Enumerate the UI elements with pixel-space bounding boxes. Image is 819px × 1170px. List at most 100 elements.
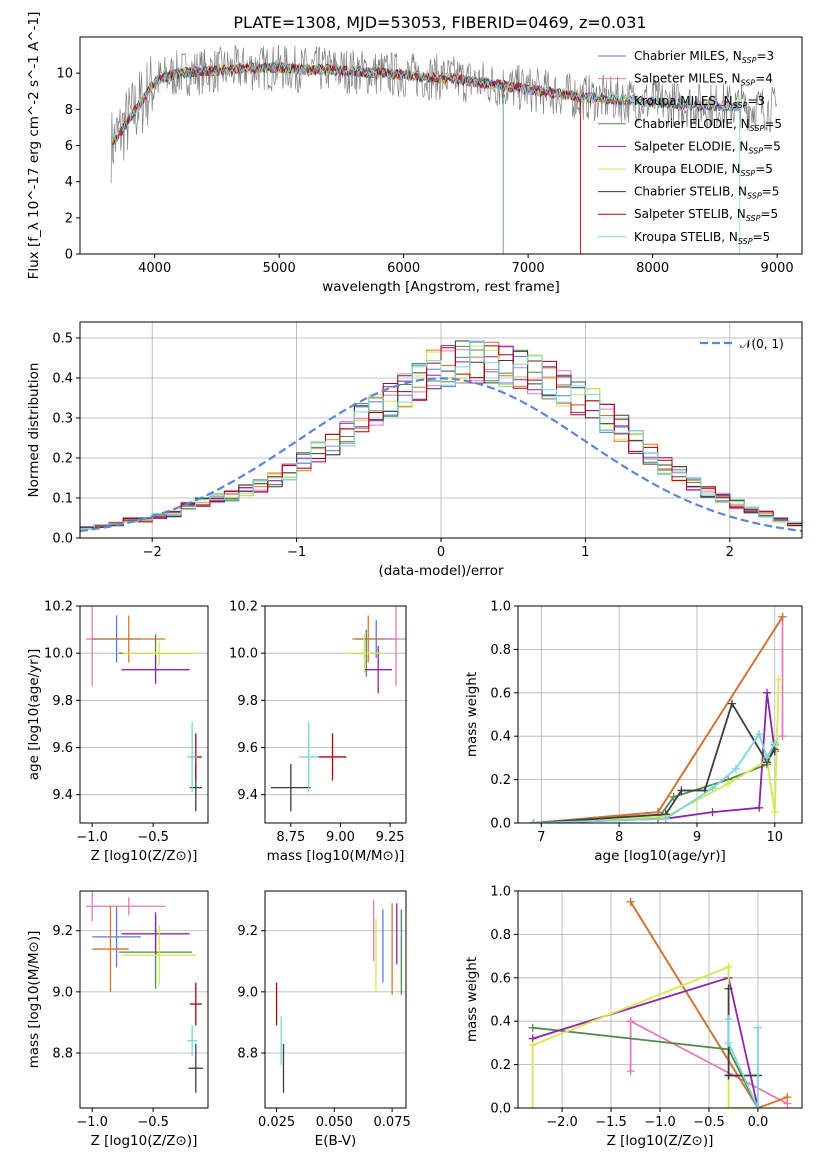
y-tick-label: 1.0 xyxy=(490,885,511,900)
legend-subscript: SSP xyxy=(741,169,756,178)
legend-value: =5 xyxy=(762,185,780,199)
panel-residuals: −2 −1 0 1 2 0.0 0.1 0.2 0.3 0.4 0.5 (data-model)/er… xyxy=(26,321,803,579)
y-tick-label: 9.0 xyxy=(237,985,258,1000)
weight-series-1 xyxy=(533,613,784,823)
y-axis-label: mass weight xyxy=(464,957,480,1042)
y-axis-label: mass [log10(M/M⊙)] xyxy=(26,931,42,1069)
legend-subscript: SSP xyxy=(750,124,765,133)
plot-content xyxy=(86,606,202,812)
y-tick-label: 9.8 xyxy=(52,694,73,709)
x-tick-label: 2 xyxy=(726,545,734,560)
point-marker xyxy=(774,675,783,684)
weight-series-6 xyxy=(727,988,758,1077)
point-marker xyxy=(770,738,779,747)
point-marker xyxy=(724,1038,733,1047)
legend-label: Salpeter STELIB, NSSP=5 xyxy=(634,207,778,223)
y-tick-label: 0.2 xyxy=(52,452,73,467)
legend-histogram: 𝒩(0, 1) xyxy=(700,337,784,351)
y-tick-label: 9.4 xyxy=(52,788,73,803)
x-tick-label: 10 xyxy=(766,830,783,845)
y-tick-label: 0.2 xyxy=(490,1058,511,1073)
weight-series-0 xyxy=(533,616,784,823)
y-tick-label: 9.6 xyxy=(237,741,258,756)
x-tick-label: −0.5 xyxy=(693,1115,725,1130)
x-tick-label: 8000 xyxy=(636,261,669,276)
legend-subscript: SSP xyxy=(747,192,762,201)
y-tick-label: 9.2 xyxy=(237,924,258,939)
legend-label: Chabrier STELIB, NSSP=5 xyxy=(634,185,779,201)
legend-label: Salpeter MILES, NSSP=4 xyxy=(634,72,773,88)
weight-series-4 xyxy=(533,692,776,823)
legend-spectrum: Chabrier MILES, NSSP=3 Salpeter MILES, NS… xyxy=(598,49,782,246)
point-marker xyxy=(724,1071,733,1080)
panel-weight-vs-Z: −2.0 −1.5 −1.0 −0.5 0.0 0.0 0.2 0.4 0.6 0.8 1.0 Z [… xyxy=(464,885,803,1149)
y-axis-label: mass weight xyxy=(464,672,480,757)
y-tick-label: 9.8 xyxy=(237,694,258,709)
weight-series-2 xyxy=(533,616,784,823)
point-marker xyxy=(753,1023,762,1032)
point-marker xyxy=(528,1104,537,1108)
point-marker xyxy=(708,784,717,793)
series-observed-spectrum xyxy=(110,44,777,184)
axes-frame xyxy=(517,605,803,824)
y-tick-label: 8.8 xyxy=(52,1046,73,1061)
x-tick-label: 9 xyxy=(693,830,701,845)
x-tick-label: 4000 xyxy=(138,261,171,276)
x-axis-label: Z [log10(Z/Z⊙)] xyxy=(607,1133,714,1149)
point-marker xyxy=(755,803,764,812)
y-tick-label: 8.8 xyxy=(237,1046,258,1061)
panels: 4000 5000 6000 7000 8000 90000246810wavelengt… xyxy=(26,12,803,1149)
y-tick-label: 9.4 xyxy=(237,788,258,803)
legend-value: =4 xyxy=(755,72,773,86)
x-tick-label: 7000 xyxy=(512,261,545,276)
legend-value: =5 xyxy=(760,207,778,221)
plot-content xyxy=(86,891,204,1093)
plot-content xyxy=(528,897,792,1108)
x-axis-label: age [log10(age/yr)] xyxy=(594,848,726,864)
plot-content xyxy=(110,44,777,254)
point-marker xyxy=(528,1041,537,1050)
weight-series-5 xyxy=(533,679,780,823)
legend-value: =5 xyxy=(764,117,782,131)
point-marker xyxy=(727,699,736,708)
y-tick-label: 0.6 xyxy=(490,971,511,986)
x-tick-label: 0.025 xyxy=(258,1115,295,1130)
x-axis-label: mass [log10(M/M⊙)] xyxy=(267,848,405,864)
point-marker xyxy=(778,732,787,741)
x-tick-label: −1.0 xyxy=(644,1115,676,1130)
x-axis-label: wavelength [Angstrom, rest frame] xyxy=(322,279,560,295)
x-tick-label: −1.0 xyxy=(76,830,108,845)
panel-spectrum: 4000 5000 6000 7000 8000 9000 0 2 4 6 8 10 wavelengt… xyxy=(26,12,803,295)
point-marker xyxy=(626,897,635,906)
y-tick-label: 9.0 xyxy=(52,985,73,1000)
histogram-series-8 xyxy=(80,340,802,529)
weight-series-5 xyxy=(531,965,758,1108)
y-tick-label: 0.6 xyxy=(490,686,511,701)
weight-series-2 xyxy=(629,901,788,1108)
legend-label: Chabrier ELODIE, NSSP=5 xyxy=(634,117,782,133)
x-tick-label: 8.75 xyxy=(276,830,305,845)
legend-value: =5 xyxy=(763,139,781,153)
panel-age-vs-mass: 8.75 9.00 9.25 9.4 9.6 9.8 10.0 10.2 mass [log10… xyxy=(229,600,407,864)
point-marker xyxy=(753,1104,762,1108)
x-tick-label: 9.25 xyxy=(376,830,405,845)
point-marker xyxy=(626,1017,635,1026)
point-marker xyxy=(661,814,670,823)
y-tick-label: 4 xyxy=(65,175,73,190)
y-tick-label: 0 xyxy=(65,248,73,263)
x-tick-label: 0.075 xyxy=(374,1115,411,1130)
legend-subscript: SSP xyxy=(738,237,753,246)
y-tick-label: 10.0 xyxy=(229,647,258,662)
y-tick-label: 0.3 xyxy=(52,412,73,427)
legend-label-normal: 𝒩(0, 1) xyxy=(740,337,784,351)
weight-series-8 xyxy=(727,1019,759,1108)
x-axis-label: Z [log10(Z/Z⊙)] xyxy=(91,1133,198,1149)
point-marker xyxy=(724,779,733,788)
legend-label: Salpeter ELODIE, NSSP=5 xyxy=(634,139,781,155)
x-tick-label: 6000 xyxy=(387,261,420,276)
x-tick-label: −2 xyxy=(143,545,162,560)
y-tick-label: 0.4 xyxy=(490,730,511,745)
plot-content xyxy=(275,900,403,1093)
y-tick-label: 1.0 xyxy=(490,600,511,615)
x-tick-label: 8 xyxy=(615,830,623,845)
